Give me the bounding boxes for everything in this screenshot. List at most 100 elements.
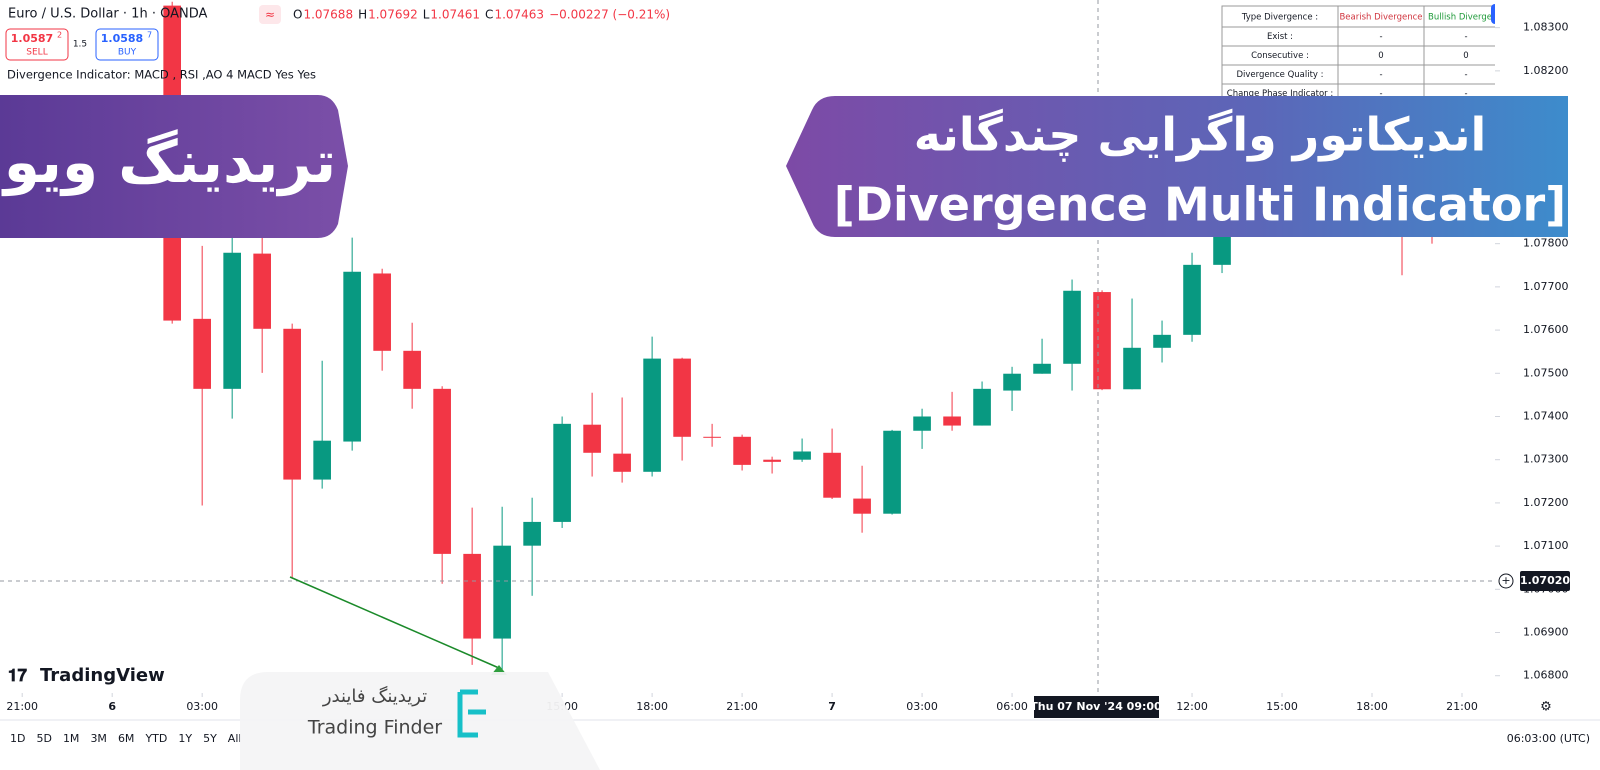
candle-body bbox=[403, 350, 421, 389]
finder-icon bbox=[457, 689, 486, 738]
candle-body bbox=[943, 416, 961, 426]
buy-price-sup: 7 bbox=[147, 31, 152, 40]
candle-body bbox=[913, 416, 931, 431]
x-tick-label: 18:00 bbox=[636, 700, 668, 713]
sell-button[interactable] bbox=[5, 28, 69, 61]
candle-body bbox=[793, 451, 811, 460]
divergence-table: Type Divergence : Bearish Divergence Bul… bbox=[1221, 4, 1513, 104]
candle-body bbox=[1123, 347, 1141, 390]
divergence-line bbox=[289, 576, 500, 669]
candle-body bbox=[283, 328, 301, 480]
buy-price: 1.0588 bbox=[101, 32, 143, 45]
table-cell: - bbox=[1464, 89, 1467, 99]
candle-body bbox=[763, 459, 781, 462]
candle-body bbox=[1003, 373, 1021, 391]
candle-body bbox=[433, 388, 451, 554]
candle-body bbox=[883, 430, 901, 514]
time-crosshair-box bbox=[1034, 696, 1159, 718]
ohlc-label: L bbox=[423, 8, 430, 22]
price-crosshair-label: 1.07020 bbox=[1520, 574, 1570, 587]
buy-button[interactable] bbox=[95, 28, 159, 61]
sell-price-sup: 2 bbox=[57, 31, 62, 40]
add-icon: + bbox=[1501, 574, 1510, 587]
table-cell: - bbox=[1464, 70, 1467, 80]
range-button[interactable]: 1Y bbox=[178, 732, 192, 745]
ohlc-label: H bbox=[358, 8, 367, 22]
table-frame bbox=[1221, 5, 1509, 104]
tv-logo: TradingView bbox=[40, 665, 165, 686]
x-tick-label: 21:00 bbox=[1446, 700, 1478, 713]
candle-body bbox=[313, 440, 331, 480]
add-button[interactable] bbox=[1498, 573, 1514, 589]
x-tick-label: 7 bbox=[828, 700, 836, 713]
left-banner bbox=[0, 95, 348, 238]
x-tick-label: 03:00 bbox=[906, 700, 938, 713]
y-tick-label: 1.07400 bbox=[1523, 409, 1569, 422]
x-tick-label: 18:00 bbox=[1356, 700, 1388, 713]
candle-body bbox=[553, 423, 571, 522]
candle-body bbox=[523, 521, 541, 546]
y-tick-label: 1.07700 bbox=[1523, 280, 1569, 293]
candle-body bbox=[643, 358, 661, 472]
left-banner-text: تریدینگ ویو bbox=[1, 128, 336, 197]
y-tick-label: 1.08300 bbox=[1523, 21, 1569, 34]
sell-price: 1.0587 bbox=[11, 32, 53, 45]
range-button[interactable]: All bbox=[228, 732, 242, 745]
table-cell: Exist : bbox=[1267, 32, 1293, 42]
range-button[interactable]: 1M bbox=[63, 732, 80, 745]
candle-body bbox=[1183, 264, 1201, 335]
candle-body bbox=[1153, 334, 1171, 348]
table-cell: - bbox=[1379, 32, 1382, 42]
right-banner bbox=[786, 96, 1568, 237]
right-banner-title: اندیکاتور واگرایی چندگانه bbox=[914, 108, 1487, 163]
candle-body bbox=[1063, 290, 1081, 364]
spread: 1.5 bbox=[73, 40, 87, 50]
range-button[interactable]: YTD bbox=[144, 732, 167, 745]
clock: 06:03:00 (UTC) bbox=[1507, 732, 1590, 745]
table-cell: - bbox=[1379, 70, 1382, 80]
range-button[interactable]: 5D bbox=[36, 732, 51, 745]
table-cell: Change Phase Indicator : bbox=[1227, 89, 1333, 99]
candle-body bbox=[223, 252, 241, 389]
candle-body bbox=[253, 253, 271, 329]
table-cell: 0 bbox=[1463, 51, 1468, 61]
y-tick-label: 1.07600 bbox=[1523, 323, 1569, 336]
x-tick-label: 06:00 bbox=[996, 700, 1028, 713]
candle-body bbox=[733, 436, 751, 465]
y-tick-label: 1.07800 bbox=[1523, 237, 1569, 250]
compare-icon[interactable] bbox=[259, 5, 281, 24]
candle-body bbox=[493, 545, 511, 639]
candle-body bbox=[1093, 292, 1111, 390]
candle-body bbox=[973, 388, 991, 426]
indicator-legend: Divergence Indicator: MACD , RSI ,AO 4 M… bbox=[7, 68, 316, 82]
x-tick-label: 21:00 bbox=[726, 700, 758, 713]
range-button[interactable]: 6M bbox=[118, 732, 135, 745]
candle-body bbox=[703, 436, 721, 438]
candle-body bbox=[673, 358, 691, 437]
candle-body bbox=[613, 453, 631, 472]
finder-badge bbox=[240, 672, 600, 770]
candle-body bbox=[823, 452, 841, 498]
ohlc-value: 1.07692 bbox=[368, 8, 418, 22]
tv-mark: 𝟏𝟕 bbox=[8, 666, 27, 686]
y-tick-label: 1.07500 bbox=[1523, 366, 1569, 379]
symbol: Euro / U.S. Dollar · 1h · OANDA bbox=[8, 7, 207, 22]
candle-body bbox=[373, 273, 391, 351]
table-cell: Consecutive : bbox=[1251, 51, 1309, 61]
ohlc-value: 1.07461 bbox=[430, 8, 480, 22]
plot-area bbox=[163, 1, 1441, 671]
table-cell: - bbox=[1379, 89, 1382, 99]
x-tick-label: 12:00 bbox=[1176, 700, 1208, 713]
settings-gear[interactable]: ⚙ bbox=[1540, 700, 1552, 715]
sell-label: SELL bbox=[26, 48, 47, 58]
range-button[interactable]: 3M bbox=[90, 732, 107, 745]
y-tick-label: 1.07100 bbox=[1523, 539, 1569, 552]
table-header: Bullish Diverge bbox=[1428, 13, 1492, 23]
range-button[interactable]: 5Y bbox=[203, 732, 217, 745]
x-tick-label: 21:00 bbox=[6, 700, 38, 713]
ohlc-label: O bbox=[293, 8, 302, 22]
range-button[interactable]: 1D bbox=[10, 732, 25, 745]
table-cell: - bbox=[1464, 32, 1467, 42]
